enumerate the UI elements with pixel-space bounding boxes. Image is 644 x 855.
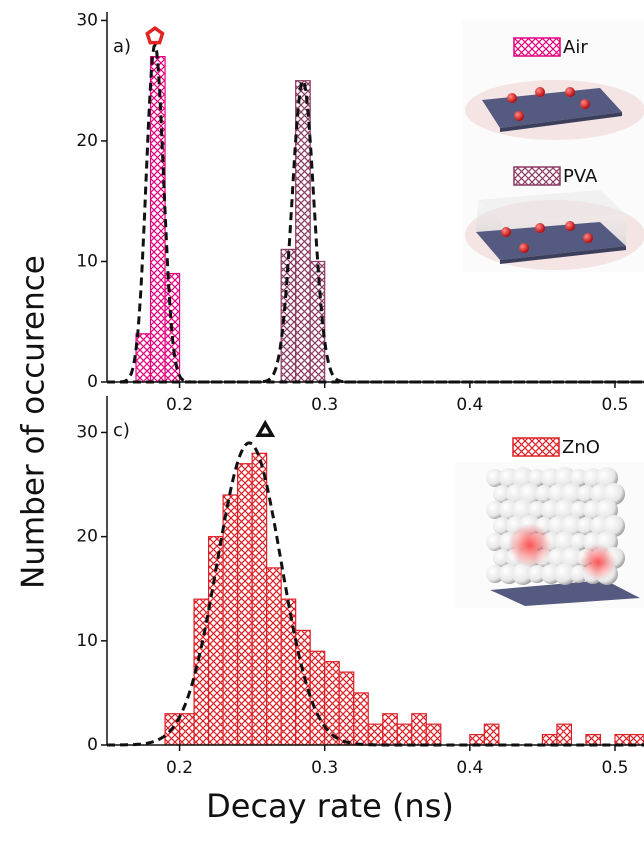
bar (149, 55, 166, 383)
y-tick-label: 0 (87, 372, 98, 392)
bar (237, 463, 253, 746)
bar (222, 494, 239, 746)
x-tick-label: 0.2 (166, 395, 193, 415)
bar (280, 598, 297, 746)
peak-marker (145, 25, 165, 45)
y-tick-label: 30 (76, 10, 98, 30)
panel-label: c) (113, 420, 130, 441)
y-tick-label: 30 (76, 422, 98, 442)
x-tick-label: 0.3 (311, 758, 338, 778)
y-tick-label: 10 (76, 631, 98, 651)
bar (628, 733, 644, 746)
bar (324, 661, 340, 746)
bar (251, 452, 268, 746)
bar (353, 692, 369, 746)
y-tick-label: 20 (76, 527, 98, 547)
inset-air-pva (462, 20, 644, 272)
x-tick-label: 0.4 (456, 395, 483, 415)
legend-label: Air (563, 37, 588, 58)
bar (411, 713, 427, 746)
bar (367, 723, 384, 746)
bar (382, 713, 398, 746)
y-tick-label: 20 (76, 131, 98, 151)
x-tick-label: 0.2 (166, 758, 193, 778)
x-axis-label: Decay rate (ns) (206, 787, 454, 825)
bar (309, 650, 326, 746)
peak-marker (255, 419, 276, 438)
legend-swatch (513, 37, 561, 57)
x-tick-label: 0.4 (456, 758, 483, 778)
bar (425, 723, 442, 746)
legend-swatch (513, 166, 561, 186)
x-tick-label: 0.5 (601, 758, 628, 778)
plots: Air PVA 0 10 20 30 0.2 0.3 0.4 0.5 a) ZnO 0 10 20 30 0.2… (76, 10, 644, 778)
bar (396, 723, 413, 746)
bar (541, 733, 558, 746)
x-tick-label: 0.3 (311, 395, 338, 415)
bar (585, 733, 602, 746)
bar (266, 567, 282, 746)
bar (483, 723, 500, 746)
bar (295, 629, 311, 746)
y-tick-label: 0 (87, 735, 98, 755)
bar (135, 333, 152, 383)
y-axis-label: Number of occurence (16, 255, 52, 589)
panel: Air PVA 0 10 20 30 0.2 0.3 0.4 0.5 a) (76, 10, 644, 415)
bar (338, 671, 355, 746)
panel: ZnO 0 10 20 30 0.2 0.3 0.4 0.5 c) (76, 396, 644, 778)
bar (178, 713, 195, 746)
panel-label: a) (113, 36, 131, 57)
inset-zno (455, 462, 644, 608)
bar (469, 733, 485, 746)
bar (556, 723, 573, 746)
legend-label: ZnO (562, 437, 600, 458)
x-tick-label: 0.5 (601, 395, 628, 415)
legend-label: PVA (563, 166, 598, 187)
y-tick-label: 10 (76, 251, 98, 271)
bar (614, 733, 631, 746)
legend-swatch (512, 437, 560, 457)
